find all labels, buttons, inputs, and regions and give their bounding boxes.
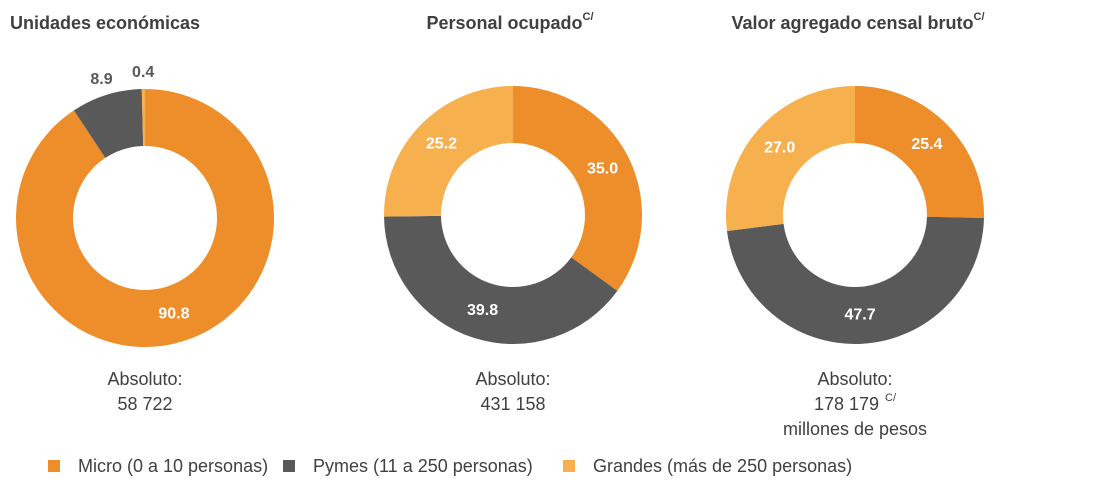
legend-swatch [563, 460, 575, 472]
data-label: 25.4 [911, 136, 942, 153]
data-label: 47.7 [844, 307, 875, 324]
annotation-note: C/ [885, 392, 897, 404]
annotation: Absoluto: [107, 369, 182, 389]
annotation-text: millones de pesos [783, 419, 927, 439]
annotation-text: 431 158 [480, 394, 545, 414]
legend-swatch [283, 460, 295, 472]
donut-slice [73, 89, 144, 158]
annotation: 178 179 C/ [814, 392, 897, 414]
legend-swatch [48, 460, 60, 472]
data-label: 39.8 [467, 302, 498, 319]
donut-slice [15, 89, 274, 347]
donut-slice [726, 216, 984, 345]
annotation: 431 158 [480, 394, 545, 414]
donut-slice [726, 85, 855, 231]
annotation-text: 58 722 [117, 394, 172, 414]
title-note: C/ [583, 11, 594, 23]
annotation-text: Absoluto: [475, 369, 550, 389]
title-text: Unidades económicas [10, 13, 200, 33]
donut-slice [513, 86, 642, 291]
donut-slice [855, 86, 985, 219]
data-label: 0.4 [132, 64, 154, 81]
data-label: 90.8 [158, 305, 189, 322]
annotation: 58 722 [117, 394, 172, 414]
annotation-text: Absoluto: [817, 369, 892, 389]
annotation-text: 178 179 [814, 394, 879, 414]
data-label: 27.0 [764, 140, 795, 157]
donut-slice [384, 215, 618, 345]
title-text: Valor agregado censal bruto [731, 13, 973, 33]
annotation: millones de pesos [783, 419, 927, 439]
legend-label: Grandes (más de 250 personas) [593, 456, 852, 476]
annotation: Absoluto: [475, 369, 550, 389]
data-label: 35.0 [587, 161, 618, 178]
chart-title: Valor agregado censal brutoC/ [731, 11, 984, 33]
legend-label: Micro (0 a 10 personas) [78, 456, 268, 476]
legend-label: Pymes (11 a 250 personas) [313, 456, 533, 476]
annotation-text: Absoluto: [107, 369, 182, 389]
data-label: 25.2 [426, 136, 457, 153]
chart-title: Unidades económicas [10, 13, 200, 33]
title-note: C/ [974, 11, 985, 23]
title-text: Personal ocupado [426, 13, 582, 33]
chart-title: Personal ocupadoC/ [426, 11, 593, 33]
donut-slice [384, 85, 513, 217]
data-label: 8.9 [90, 71, 112, 88]
donut-slice [141, 89, 145, 147]
annotation: Absoluto: [817, 369, 892, 389]
